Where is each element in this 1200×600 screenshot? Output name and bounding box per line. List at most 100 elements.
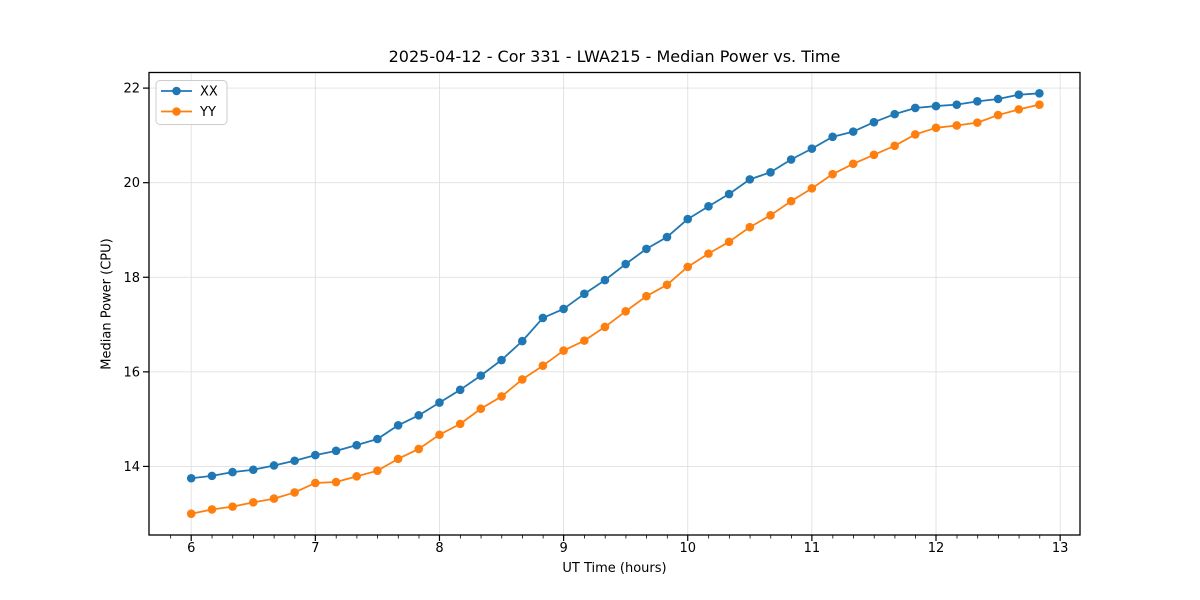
y-tick-label: 14 bbox=[123, 460, 140, 475]
y-tick-label: 16 bbox=[123, 365, 140, 380]
series-yy-marker bbox=[704, 249, 713, 258]
series-xx-marker bbox=[538, 313, 548, 323]
series-yy-marker bbox=[910, 130, 920, 139]
x-axis-label: UT Time (hours) bbox=[562, 561, 667, 576]
legend-sample-marker bbox=[172, 107, 181, 116]
series-yy-marker bbox=[228, 502, 237, 511]
series-yy-marker bbox=[269, 494, 279, 503]
series-xx-marker bbox=[269, 461, 279, 470]
series-yy-marker bbox=[890, 141, 899, 151]
series-xx-marker bbox=[352, 440, 361, 450]
series-yy-marker bbox=[745, 222, 755, 232]
series-xx-marker bbox=[848, 127, 858, 136]
series-yy-marker bbox=[766, 211, 775, 220]
x-tick-label: 6 bbox=[187, 541, 195, 556]
plot-border bbox=[148, 71, 1081, 536]
series-yy-marker bbox=[580, 336, 589, 345]
x-tick-label: 12 bbox=[928, 541, 945, 556]
series-xx-marker bbox=[248, 465, 258, 475]
x-tick-label: 11 bbox=[804, 541, 821, 556]
series-xx-marker bbox=[476, 371, 486, 380]
series-xx-marker bbox=[207, 471, 217, 481]
chart-title: 2025-04-12 - Cor 331 - LWA215 - Median P… bbox=[388, 47, 841, 66]
series-xx-marker bbox=[414, 411, 424, 420]
series-yy-marker bbox=[952, 121, 962, 130]
series-xx-marker bbox=[393, 420, 403, 430]
y-tick-label: 20 bbox=[123, 176, 140, 191]
series-yy-marker bbox=[807, 184, 817, 193]
series-yy-marker bbox=[290, 488, 299, 497]
series-xx-marker bbox=[745, 175, 755, 184]
series-xx-marker bbox=[952, 100, 962, 109]
series-yy-marker bbox=[373, 466, 382, 475]
series-xx-marker bbox=[290, 456, 299, 466]
series-yy-marker bbox=[352, 472, 361, 481]
series-yy-marker bbox=[786, 196, 796, 206]
series-yy-marker bbox=[248, 498, 258, 507]
x-tick-label: 10 bbox=[679, 541, 696, 556]
series-yy-marker bbox=[393, 454, 403, 464]
series-xx-marker bbox=[373, 434, 382, 444]
series-yy-marker bbox=[828, 169, 837, 179]
series-xx-marker bbox=[600, 275, 610, 285]
series-yy-marker bbox=[1014, 105, 1024, 114]
series-yy-marker bbox=[186, 509, 196, 519]
series-xx-marker bbox=[786, 155, 796, 164]
series-xx-marker bbox=[973, 97, 982, 106]
x-tick-label: 7 bbox=[311, 541, 319, 556]
x-tick-label: 13 bbox=[1052, 541, 1069, 556]
series-xx-marker bbox=[869, 117, 879, 127]
series-yy-marker bbox=[435, 430, 444, 440]
legend-sample-marker bbox=[172, 86, 181, 96]
series-xx-marker bbox=[435, 398, 444, 407]
series-xx-marker bbox=[704, 202, 713, 211]
series-xx-marker bbox=[931, 101, 941, 111]
series-xx-marker bbox=[1014, 90, 1024, 100]
series-yy-marker bbox=[642, 291, 651, 301]
series-xx-marker bbox=[642, 244, 651, 254]
series-xx-marker bbox=[724, 189, 734, 199]
y-tick-label: 22 bbox=[123, 82, 140, 97]
series-yy-marker bbox=[621, 307, 630, 316]
series-xx-marker bbox=[993, 94, 1003, 104]
series-yy-marker bbox=[662, 280, 672, 290]
series-xx-marker bbox=[331, 446, 341, 456]
y-tick-label: 18 bbox=[123, 271, 140, 286]
x-tick-label: 8 bbox=[435, 541, 443, 556]
series-xx-marker bbox=[890, 109, 899, 119]
series-yy-marker bbox=[600, 322, 610, 332]
series-yy-marker bbox=[559, 346, 568, 355]
series-xx-marker bbox=[311, 450, 320, 460]
series-xx-marker bbox=[497, 355, 506, 365]
series-xx-marker bbox=[1035, 89, 1044, 98]
series-yy-marker bbox=[497, 392, 506, 401]
series-yy-marker bbox=[207, 505, 217, 514]
series-xx-marker bbox=[662, 232, 672, 242]
series-yy-marker bbox=[455, 419, 465, 429]
series-xx-marker bbox=[517, 336, 527, 346]
series-yy-marker bbox=[331, 477, 341, 487]
series-xx-marker bbox=[910, 103, 920, 113]
series-xx-marker bbox=[455, 385, 465, 395]
series-yy-marker bbox=[683, 262, 693, 272]
legend-item-label: YY bbox=[199, 105, 216, 120]
series-xx-marker bbox=[766, 167, 775, 177]
series-yy-marker bbox=[1035, 100, 1044, 109]
series-xx-marker bbox=[186, 473, 196, 483]
series-yy-marker bbox=[538, 361, 548, 371]
series-xx-marker bbox=[559, 304, 568, 314]
series-xx-marker bbox=[828, 132, 837, 142]
legend-item-label: XX bbox=[200, 85, 218, 100]
series-xx-marker bbox=[228, 467, 237, 477]
plot-background bbox=[149, 72, 1080, 535]
x-tick-label: 9 bbox=[559, 541, 567, 556]
series-yy-marker bbox=[869, 150, 879, 160]
series-yy-marker bbox=[993, 110, 1003, 120]
series-yy-marker bbox=[517, 375, 527, 384]
series-xx-marker bbox=[683, 214, 693, 224]
series-yy-marker bbox=[848, 159, 858, 169]
series-yy-marker bbox=[973, 118, 982, 127]
series-xx-marker bbox=[580, 289, 589, 299]
